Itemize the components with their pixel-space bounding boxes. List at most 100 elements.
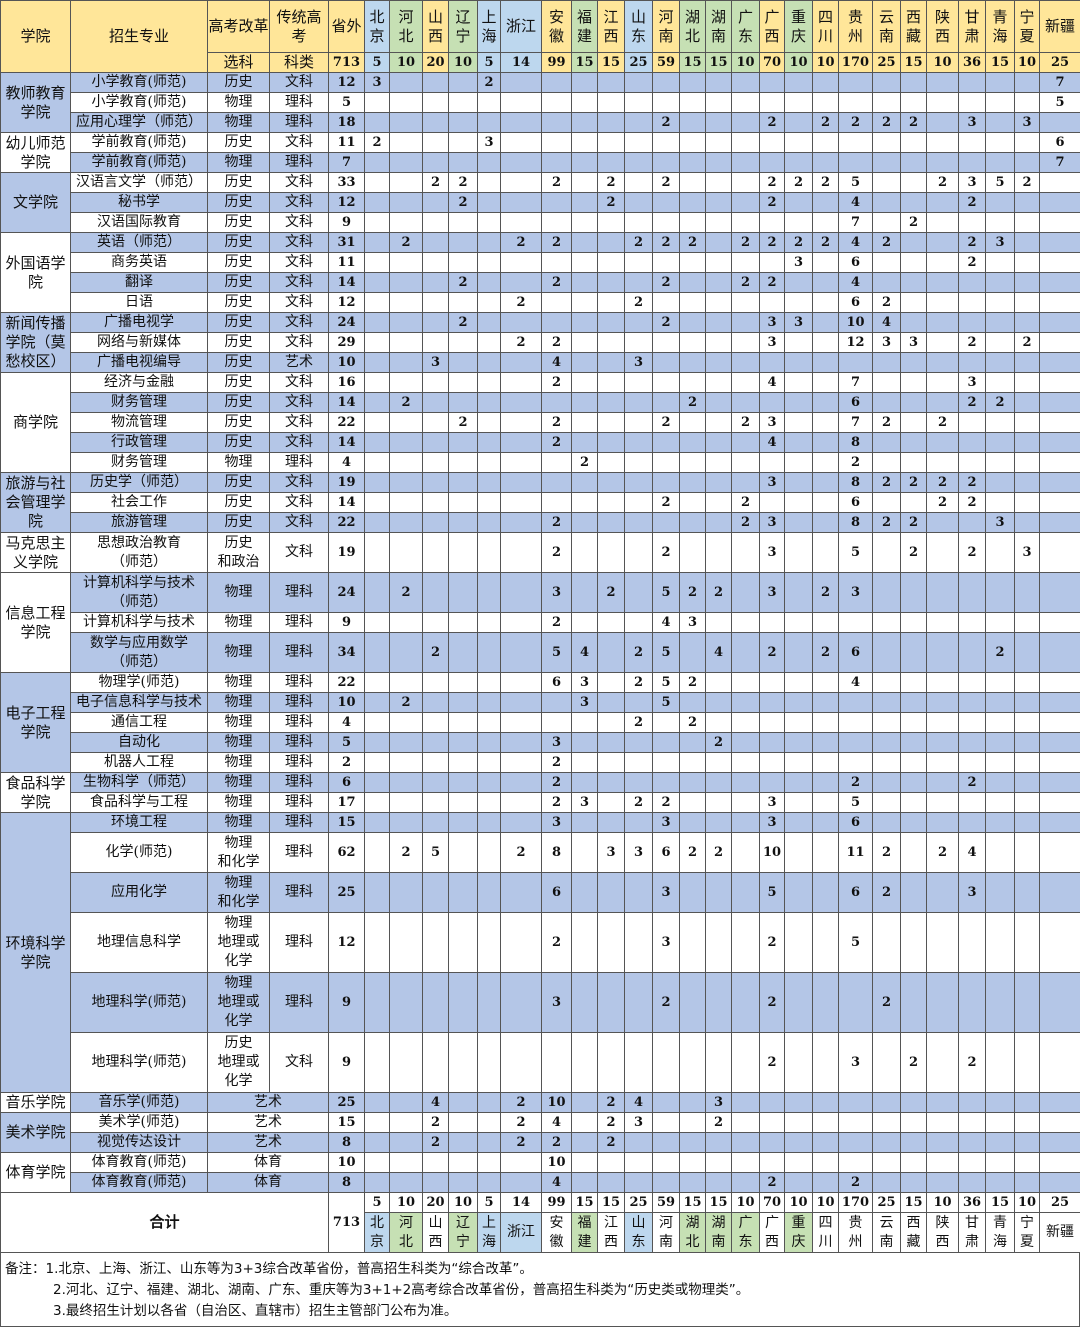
province-count [1014,832,1040,873]
subject: 历史 [207,332,270,353]
province-count [389,1092,423,1113]
footer-province-name: 浙江 [500,1212,542,1253]
province-count [624,312,653,333]
province-count [364,452,390,473]
province-count [389,812,423,833]
province-count [500,272,542,293]
province-count [900,612,927,633]
province-count [448,612,478,633]
major-total: 33 [328,172,365,193]
province-count [985,212,1015,233]
province-count [571,472,598,493]
major-name: 社会工作 [70,492,208,513]
province-count [958,972,986,1033]
major-total: 9 [328,212,365,233]
province-count [500,1152,542,1173]
footer-province-quota: 15 [705,1192,732,1213]
category-merged: 艺术 [207,1112,329,1133]
major-total: 9 [328,612,365,633]
province-count [597,232,625,253]
header-total: 713 [328,52,365,73]
table-row: 电子信息科学与技术 物理 理科 10 2 3 5 [1,692,1080,713]
college-name: 教师教育 学院 [0,72,71,133]
major-name: 行政管理 [70,432,208,453]
header-row: 学院 招生专业 高考改革 传统高考 省外 北京 河北 山西 辽宁 上海 浙江 安徽 福建 江西 山东 河南 湖北… [0,0,1080,73]
college-name: 马克思主 义学院 [0,532,71,573]
province-count [624,612,653,633]
province-count [759,92,785,113]
province-count [597,292,625,313]
province-count [364,272,390,293]
province-count [985,452,1015,473]
province-count: 2 [838,452,873,473]
province-count [1014,72,1040,93]
province-count: 3 [541,732,572,753]
province-count [926,152,959,173]
province-count [705,472,732,493]
major-total: 10 [328,1152,365,1173]
province-count [812,252,839,273]
province-count [1039,912,1080,973]
province-count [872,632,901,673]
province-count [571,172,598,193]
province-count [759,1092,785,1113]
province-count [597,792,625,813]
province-count [926,752,959,773]
province-count [422,1152,449,1173]
province-count [597,972,625,1033]
province-count [477,512,501,533]
province-count [597,112,625,133]
province-count [679,512,706,533]
province-count [958,912,986,973]
province-count [705,792,732,813]
province-count: 2 [652,112,680,133]
province-count [705,312,732,333]
college-name: 商学院 [0,372,71,473]
province-count [872,492,901,513]
province-count [784,732,813,753]
province-count [926,872,959,913]
province-count [597,612,625,633]
table-row: 社会工作 历史 文科 14 2 2 6 2 2 [1,492,1080,513]
province-count: 5 [652,572,680,613]
province-count [364,92,390,113]
province-count [784,1032,813,1093]
province-count: 2 [812,572,839,613]
province-count [541,72,572,93]
province-count: 2 [958,392,986,413]
province-count [477,412,501,433]
province-count [422,912,449,973]
province-count [364,472,390,493]
table-row: 广播电视编导 历史 艺术 10 3 4 3 [1,352,1080,373]
province-count [1014,1112,1040,1133]
category: 文科 [269,512,329,533]
province-count: 10 [541,1092,572,1113]
category: 理科 [269,912,329,973]
header-province-quota: 15 [705,52,732,73]
province-count [571,212,598,233]
province-count [784,492,813,513]
province-count [759,152,785,173]
province-count [926,112,959,133]
major-total: 12 [328,192,365,213]
footer-province-name: 辽宁 [448,1212,478,1253]
province-count: 2 [448,192,478,213]
province-count [900,732,927,753]
table-row: 外国语学 院英语（师范） 历史 文科 31 2 2 2 2 2 2 2 2 2 2 4 2 2 3 [0,232,1080,313]
major-name: 应用化学 [70,872,208,913]
province-count [900,1092,927,1113]
table-row: 财务管理 历史 文科 14 2 2 6 2 2 [1,392,1080,413]
province-count [679,1132,706,1153]
province-count [477,672,501,693]
province-count [652,752,680,773]
province-count [571,352,598,373]
province-count [448,452,478,473]
province-count [1014,432,1040,453]
province-count [652,1152,680,1173]
province-count [985,1032,1015,1093]
province-count [448,332,478,353]
province-count [448,1092,478,1113]
province-count [597,492,625,513]
major-total: 15 [328,1112,365,1133]
province-count [571,1092,598,1113]
